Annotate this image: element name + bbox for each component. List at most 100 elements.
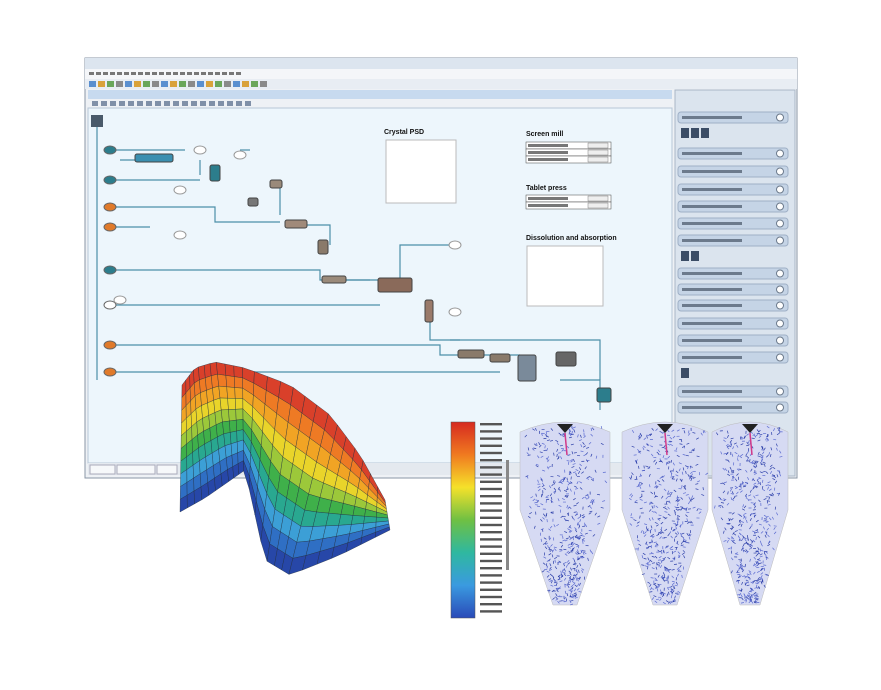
menu-item[interactable] — [236, 72, 241, 75]
unit-operation[interactable] — [317, 239, 329, 255]
bottom-tab[interactable] — [156, 464, 178, 475]
feeder[interactable] — [103, 175, 117, 185]
menu-item[interactable] — [103, 72, 108, 75]
palette-toggle[interactable] — [776, 301, 784, 310]
toolbar-button[interactable] — [224, 81, 231, 87]
unit-operation[interactable] — [134, 153, 174, 163]
toolbar-button[interactable] — [251, 81, 258, 87]
bottom-tab[interactable] — [89, 464, 116, 475]
palette-toggle[interactable] — [776, 167, 784, 176]
product-sink[interactable] — [233, 150, 247, 160]
unit-operation[interactable] — [489, 353, 511, 363]
editor-tool[interactable] — [245, 101, 251, 106]
toolbar-button[interactable] — [197, 81, 204, 87]
feeder[interactable] — [103, 145, 117, 155]
unit-operation[interactable] — [377, 277, 413, 293]
unit-operation[interactable] — [457, 349, 485, 359]
palette-toggle[interactable] — [776, 185, 784, 194]
editor-tool[interactable] — [236, 101, 242, 106]
table-value[interactable] — [587, 202, 609, 209]
toolbar-button[interactable] — [206, 81, 213, 87]
palette-toggle[interactable] — [776, 319, 784, 328]
editor-tool[interactable] — [200, 101, 206, 106]
toolbar-button[interactable] — [179, 81, 186, 87]
unit-operation[interactable] — [247, 197, 259, 207]
palette-icon[interactable] — [691, 251, 699, 261]
menu-item[interactable] — [138, 72, 143, 75]
unit-operation[interactable] — [321, 275, 347, 284]
toolbar-button[interactable] — [152, 81, 159, 87]
editor-tool[interactable] — [164, 101, 170, 106]
menu-item[interactable] — [201, 72, 206, 75]
menu-item[interactable] — [152, 72, 157, 75]
feeder[interactable] — [103, 300, 117, 310]
menu-item[interactable] — [89, 72, 94, 75]
feeder[interactable] — [103, 222, 117, 232]
toolbar-button[interactable] — [89, 81, 96, 87]
editor-tool[interactable] — [209, 101, 215, 106]
product-sink[interactable] — [193, 145, 207, 155]
toolbar-button[interactable] — [242, 81, 249, 87]
palette-toggle[interactable] — [776, 269, 784, 278]
palette-toggle[interactable] — [776, 285, 784, 294]
menu-item[interactable] — [117, 72, 122, 75]
editor-tool[interactable] — [92, 101, 98, 106]
unit-operation[interactable] — [424, 299, 434, 323]
source-unit[interactable] — [91, 115, 103, 127]
editor-tool[interactable] — [227, 101, 233, 106]
editor-tool[interactable] — [155, 101, 161, 106]
menu-item[interactable] — [229, 72, 234, 75]
product-sink[interactable] — [448, 307, 462, 317]
palette-toggle[interactable] — [776, 219, 784, 228]
product-sink[interactable] — [448, 240, 462, 250]
palette-icon[interactable] — [681, 251, 689, 261]
editor-tool[interactable] — [182, 101, 188, 106]
palette-icon[interactable] — [681, 368, 689, 378]
menu-item[interactable] — [166, 72, 171, 75]
table-value[interactable] — [587, 156, 609, 163]
menu-item[interactable] — [215, 72, 220, 75]
palette-toggle[interactable] — [776, 236, 784, 245]
table-value[interactable] — [587, 149, 609, 156]
menu-item[interactable] — [145, 72, 150, 75]
menu-item[interactable] — [208, 72, 213, 75]
unit-operation[interactable] — [284, 219, 308, 229]
toolbar-button[interactable] — [233, 81, 240, 87]
toolbar-button[interactable] — [116, 81, 123, 87]
editor-tool[interactable] — [191, 101, 197, 106]
toolbar-button[interactable] — [215, 81, 222, 87]
editor-tool[interactable] — [128, 101, 134, 106]
toolbar-button[interactable] — [125, 81, 132, 87]
unit-operation[interactable] — [517, 354, 537, 382]
bottom-tab[interactable] — [116, 464, 156, 475]
table-value[interactable] — [587, 142, 609, 149]
editor-tool[interactable] — [137, 101, 143, 106]
editor-tool[interactable] — [173, 101, 179, 106]
menu-item[interactable] — [173, 72, 178, 75]
palette-icon[interactable] — [701, 128, 709, 138]
table-value[interactable] — [587, 195, 609, 202]
toolbar-button[interactable] — [107, 81, 114, 87]
palette-toggle[interactable] — [776, 336, 784, 345]
feeder[interactable] — [103, 202, 117, 212]
menu-item[interactable] — [124, 72, 129, 75]
feeder[interactable] — [103, 265, 117, 275]
editor-tool[interactable] — [146, 101, 152, 106]
toolbar-button[interactable] — [134, 81, 141, 87]
menu-item[interactable] — [180, 72, 185, 75]
palette-toggle[interactable] — [776, 202, 784, 211]
menu-item[interactable] — [159, 72, 164, 75]
unit-operation[interactable] — [555, 351, 577, 367]
unit-operation[interactable] — [269, 179, 283, 189]
toolbar-button[interactable] — [188, 81, 195, 87]
toolbar-button[interactable] — [98, 81, 105, 87]
toolbar-button[interactable] — [260, 81, 267, 87]
feeder[interactable] — [103, 340, 117, 350]
palette-toggle[interactable] — [776, 149, 784, 158]
palette-icon[interactable] — [681, 128, 689, 138]
toolbar-button[interactable] — [161, 81, 168, 87]
palette-toggle[interactable] — [776, 403, 784, 412]
product-sink[interactable] — [113, 295, 127, 305]
menu-item[interactable] — [131, 72, 136, 75]
menu-item[interactable] — [96, 72, 101, 75]
